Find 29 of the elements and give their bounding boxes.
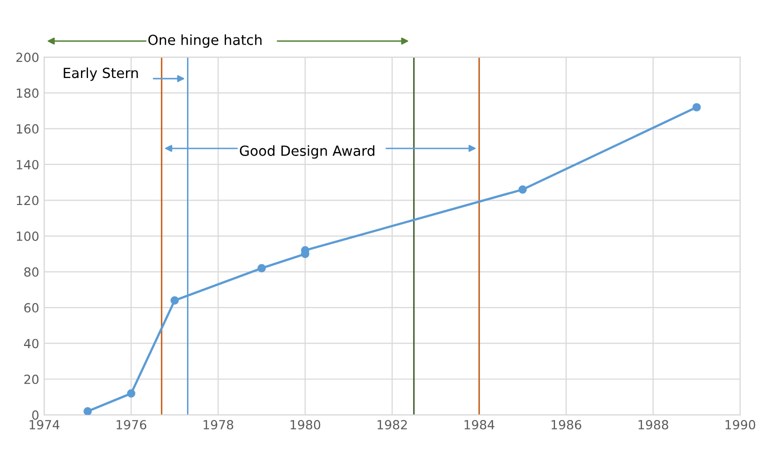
y-tick-label: 180 — [16, 88, 38, 98]
y-tick-label: 0 — [32, 410, 38, 420]
annotation: Early Stern — [64, 67, 138, 81]
x-tick-label: 1990 — [726, 420, 756, 430]
point — [170, 296, 179, 305]
x-tick-label: 1982 — [378, 420, 407, 430]
y-tick-label: 120 — [16, 196, 38, 206]
annotation: Good Design Award — [240, 145, 374, 159]
text: One hinge hatch — [148, 34, 262, 48]
y-tick-label: 40 — [24, 338, 38, 348]
point — [692, 103, 701, 112]
y-tick-label: 160 — [16, 124, 38, 134]
x-tick-label: 1976 — [116, 420, 146, 430]
x-tick-label: 1986 — [552, 420, 582, 430]
point — [84, 407, 92, 415]
point — [518, 185, 527, 194]
y-tick-label: 80 — [24, 267, 38, 277]
y-tick-label: 20 — [24, 374, 38, 384]
y-tick-label: 60 — [24, 303, 38, 313]
x-tick-label: 1974 — [30, 420, 60, 430]
y-tick-label: 140 — [16, 160, 38, 170]
point — [127, 389, 136, 398]
x-tick-label: 1988 — [638, 420, 668, 430]
x-tick-label: 1978 — [204, 420, 234, 430]
y-tick-label: 100 — [16, 232, 38, 241]
x-tick-label: 1984 — [464, 420, 494, 430]
y-tick-label: 200 — [16, 52, 38, 62]
x-tick-label: 1980 — [290, 420, 320, 430]
point — [257, 264, 266, 272]
